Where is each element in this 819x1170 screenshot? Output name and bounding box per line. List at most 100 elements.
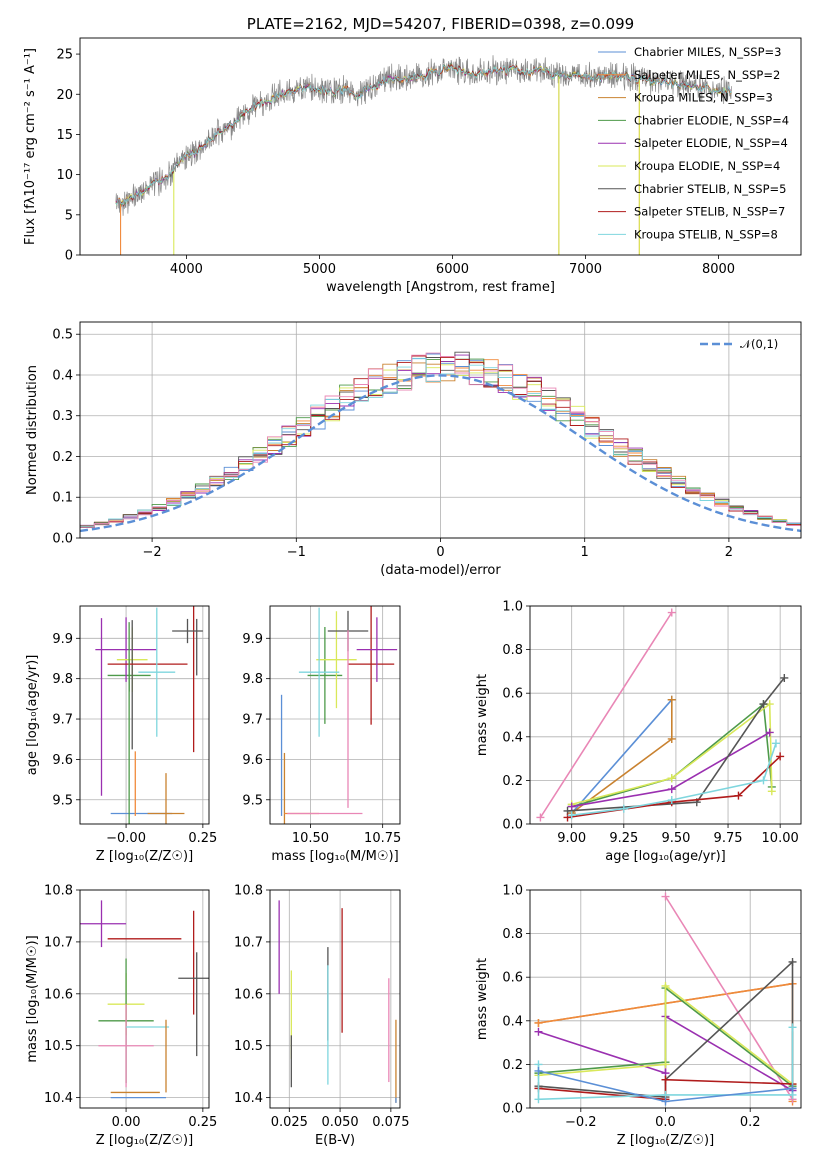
mass-weight-vs-z-frame — [529, 889, 802, 1109]
mass-weight-vs-z-ytick-label: 0.6 — [502, 971, 523, 986]
mass-vs-ebv-ytick-label: 10.6 — [234, 987, 263, 1002]
mass-vs-ebv-ytick-label: 10.5 — [234, 1039, 263, 1054]
spectrum-legend-label-7: Salpeter STELIB, N_SSP=7 — [634, 205, 785, 219]
mass-weight-vs-z-ylabel: mass weight — [475, 958, 490, 1040]
spectrum-legend-label-8: Kroupa STELIB, N_SSP=8 — [634, 227, 778, 241]
mass-vs-z-xlabel: Z [log₁₀(Z/Z☉)] — [96, 1133, 193, 1148]
residuals-frame — [79, 321, 802, 539]
mass-weight-vs-age-series-line-4 — [571, 702, 773, 806]
mass-weight-vs-z-marker-5-2 — [661, 981, 670, 990]
age-vs-mass-xtick-label: 10.50 — [292, 831, 329, 846]
residuals-axes: −2 −1 0 1 2 0.0 0.1 0.2 0.3 0.4 0.5 (data-model)/er… — [25, 321, 802, 578]
spectrum-legend-label-3: Chabrier ELODIE, N_SSP=4 — [634, 113, 789, 127]
mass-weight-vs-z-marker-9-0 — [534, 1066, 543, 1075]
residuals-ytick-label: 0.4 — [52, 368, 73, 383]
mass-weight-vs-age-marker-6-3 — [780, 673, 789, 682]
residuals-ylabel: Normed distribution — [25, 365, 40, 495]
spectrum-ytick-label: 5 — [65, 208, 73, 223]
age-vs-z-xlabel: Z [log₁₀(Z/Z☉)] — [96, 849, 193, 864]
spectrum-xtick-label: 8000 — [702, 262, 735, 277]
mass-weight-vs-age-marker-8-0 — [567, 811, 576, 820]
spectrum-legend-label-1: Salpeter MILES, N_SSP=2 — [634, 68, 780, 82]
mass-weight-vs-age-marker-5-1 — [667, 785, 676, 794]
age-vs-mass-ytick-label: 9.9 — [242, 632, 263, 647]
age-vs-z-ytick-label: 9.6 — [52, 753, 73, 768]
mass-weight-vs-z-marker-9-2 — [788, 1084, 797, 1093]
mass-weight-vs-z-marker-3-0 — [534, 1027, 543, 1036]
mass-weight-vs-age-series-line-1 — [571, 699, 673, 814]
age-vs-z-errorbar-point — [138, 607, 176, 737]
mass-vs-z-errorbar-point — [80, 900, 127, 948]
spectrum-xtick-label: 7000 — [569, 262, 602, 277]
mass-weight-vs-age-marker-7-3 — [776, 752, 785, 761]
spectrum-ylabel: Flux [fλ10⁻¹⁷ erg cm⁻² s⁻¹ A⁻¹] — [23, 48, 38, 245]
mass-weight-vs-age-ylabel: mass weight — [475, 674, 490, 756]
mass-weight-vs-z-xlabel: Z [log₁₀(Z/Z☉)] — [617, 1133, 714, 1148]
mass-weight-vs-z-ytick-label: 0.4 — [502, 1014, 523, 1029]
mass-weight-vs-age-marker-5-0 — [567, 802, 576, 811]
residuals-plot-area — [80, 351, 801, 533]
residuals-ytick-label: 0.5 — [52, 328, 73, 343]
spectrum-ytick-label: 25 — [56, 48, 73, 63]
mass-weight-vs-z-xtick-label: 0.2 — [740, 1115, 761, 1130]
mass-weight-vs-age-marker-8-1 — [619, 804, 628, 813]
spectrum-title: PLATE=2162, MJD=54207, FIBERID=0398, z=0… — [247, 15, 634, 33]
spectrum-plot-area — [115, 55, 733, 255]
mass-weight-vs-age-plot-area — [536, 608, 789, 822]
mass-vs-z-xtick-label: 0.25 — [188, 1115, 217, 1130]
residuals-xtick-label: 1 — [581, 545, 589, 560]
spectrum-xtick-label: 6000 — [436, 262, 469, 277]
mass-weight-vs-z-marker-8-1 — [534, 1095, 543, 1104]
residuals-legend-label: 𝒩(0,1) — [740, 337, 778, 351]
mass-weight-vs-age-marker-4-3 — [767, 787, 776, 796]
age-vs-mass-plot-area — [280, 606, 398, 824]
age-vs-z-ytick-label: 9.7 — [52, 713, 73, 728]
mass-weight-vs-z-series-line-7 — [538, 1078, 793, 1101]
residuals-xtick-label: −2 — [143, 545, 162, 560]
mass-vs-ebv-ytick-label: 10.4 — [234, 1091, 263, 1106]
spectrum-legend-label-0: Chabrier MILES, N_SSP=3 — [634, 45, 781, 59]
mass-weight-vs-age-marker-7-2 — [734, 791, 743, 800]
age-vs-mass-xtick-label: 10.75 — [364, 831, 401, 846]
mass-weight-vs-age-ytick-label: 0.4 — [502, 730, 523, 745]
mass-weight-vs-age-marker-0-1 — [667, 608, 676, 617]
mass-vs-ebv-xtick-label: 0.025 — [271, 1115, 308, 1130]
residuals-xlabel: (data-model)/error — [380, 563, 501, 578]
mass-weight-vs-age-marker-6-2 — [759, 700, 768, 709]
age-vs-z-plot-area — [95, 606, 203, 824]
mass-weight-vs-age-ytick-label: 0.0 — [502, 818, 523, 833]
age-vs-mass-ytick-label: 9.7 — [242, 713, 263, 728]
mass-weight-vs-z-ytick-label: 0.2 — [502, 1058, 523, 1073]
mass-weight-vs-age-ytick-label: 0.2 — [502, 774, 523, 789]
mass-weight-vs-age-ytick-label: 0.8 — [502, 643, 523, 658]
age-vs-mass-errorbar-point — [356, 617, 398, 682]
spectrum-series-line-8 — [115, 65, 732, 206]
mass-vs-ebv-frame — [269, 889, 401, 1109]
mass-weight-vs-z-ytick-label: 0.0 — [502, 1102, 523, 1117]
mass-weight-vs-z-series-line-2 — [664, 896, 794, 1100]
mass-vs-z-axes: 0.00 0.25 10.4 10.5 10.6 10.7 10.8 Z [log₁₀(Z/Z… — [25, 884, 217, 1149]
mass-vs-ebv-xtick-label: 0.050 — [321, 1115, 358, 1130]
age-vs-mass-frame — [269, 605, 401, 825]
mass-weight-vs-age-marker-8-4 — [771, 739, 780, 748]
mass-vs-ebv-ytick-label: 10.7 — [234, 935, 263, 950]
age-vs-z-ytick-label: 9.5 — [52, 793, 73, 808]
mass-weight-vs-age-xtick-label: 9.75 — [714, 831, 743, 846]
age-vs-mass-errorbar-point — [316, 611, 357, 709]
spectrum-legend-label-5: Kroupa ELODIE, N_SSP=4 — [634, 159, 780, 173]
mass-weight-vs-age-xtick-label: 9.00 — [557, 831, 586, 846]
mass-vs-z-ytick-label: 10.6 — [44, 987, 73, 1002]
spectrum-legend-label-4: Salpeter ELODIE, N_SSP=4 — [634, 136, 788, 150]
age-vs-mass-ytick-label: 9.6 — [242, 753, 263, 768]
mass-weight-vs-z-marker-6-3 — [788, 957, 797, 966]
residuals-xtick-label: −1 — [287, 545, 306, 560]
spectrum-axes: 4000 5000 6000 7000 8000 0 5 10 15 20 25 wavelength… — [23, 15, 802, 295]
spectrum-ytick-label: 0 — [65, 249, 73, 264]
mass-weight-vs-age-axes: 9.00 9.25 9.50 9.75 10.00 0.0 0.2 0.4 0.6 0.8 1.0 a… — [475, 600, 802, 864]
spectrum-xtick-label: 5000 — [303, 262, 336, 277]
mass-vs-z-ytick-label: 10.7 — [44, 935, 73, 950]
mass-weight-vs-z-marker-1-0 — [534, 1018, 543, 1027]
age-vs-z-ylabel: age [log₁₀(age/yr)] — [25, 655, 40, 776]
residuals-ytick-label: 0.2 — [52, 450, 73, 465]
mass-vs-z-ytick-label: 10.4 — [44, 1091, 73, 1106]
